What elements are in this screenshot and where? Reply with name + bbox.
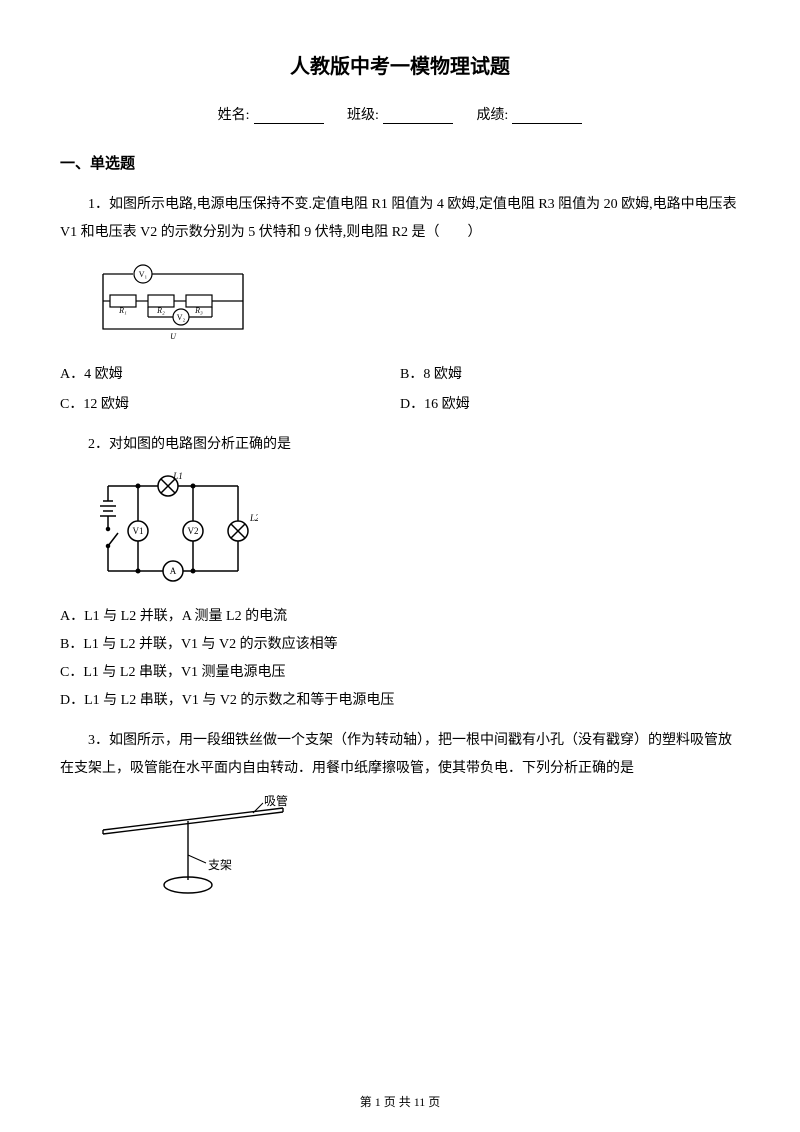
q1-option-b: B．8 欧姆: [400, 363, 740, 383]
q1-u-label: U: [170, 332, 177, 341]
q2-v1-label: V1: [133, 526, 144, 536]
name-label: 姓名:: [218, 108, 250, 123]
q1-v1-label: V₁: [139, 270, 148, 279]
class-blank: [383, 109, 453, 124]
q2-text: 2．对如图的电路图分析正确的是: [60, 431, 740, 459]
q2-option-a: A．L1 与 L2 并联，A 测量 L2 的电流: [60, 605, 740, 625]
header-fill-line: 姓名: 班级: 成绩:: [60, 104, 740, 124]
q2-v2-label: V2: [188, 526, 199, 536]
q2-options: A．L1 与 L2 并联，A 测量 L2 的电流 B．L1 与 L2 并联，V1…: [60, 605, 740, 709]
name-blank: [254, 109, 324, 124]
q1-option-c: C．12 欧姆: [60, 393, 400, 413]
q1-text: 1．如图所示电路,电源电压保持不变.定值电阻 R1 阻值为 4 欧姆,定值电阻 …: [60, 191, 740, 247]
q1-r1-label: R₁: [118, 306, 127, 315]
q1-r2-label: R₂: [156, 306, 165, 315]
q2-option-c: C．L1 与 L2 串联，V1 测量电源电压: [60, 661, 740, 681]
page-footer: 第 1 页 共 11 页: [0, 1093, 800, 1110]
q3-text: 3．如图所示，用一段细铁丝做一个支架（作为转动轴），把一根中间戳有小孔（没有戳穿…: [60, 727, 740, 783]
q2-l2-label: L2: [249, 513, 258, 523]
q2-option-b: B．L1 与 L2 并联，V1 与 V2 的示数应该相等: [60, 633, 740, 653]
q2-l1-label: L1: [172, 471, 183, 481]
q1-options: A．4 欧姆 B．8 欧姆 C．12 欧姆 D．16 欧姆: [60, 363, 740, 413]
q3-stand-label: 支架: [208, 858, 232, 872]
q3-figure: 吸管 支架: [88, 795, 740, 905]
score-label: 成绩:: [476, 108, 508, 123]
page-title: 人教版中考一模物理试题: [60, 50, 740, 79]
section-heading: 一、单选题: [60, 152, 740, 173]
q2-figure: V1 V2 A L1 L2: [88, 471, 740, 591]
q2-a-label: A: [170, 566, 177, 576]
q1-v2-label: V₂: [177, 313, 186, 322]
q3-straw-label: 吸管: [264, 795, 288, 808]
q1-r3-label: R₃: [194, 306, 203, 315]
class-label: 班级:: [347, 108, 379, 123]
q1-option-d: D．16 欧姆: [400, 393, 740, 413]
q1-option-a: A．4 欧姆: [60, 363, 400, 383]
q1-figure: V₁ V₂ R₁ R₂ R₃ U: [88, 259, 740, 349]
score-blank: [512, 109, 582, 124]
q2-option-d: D．L1 与 L2 串联，V1 与 V2 的示数之和等于电源电压: [60, 689, 740, 709]
